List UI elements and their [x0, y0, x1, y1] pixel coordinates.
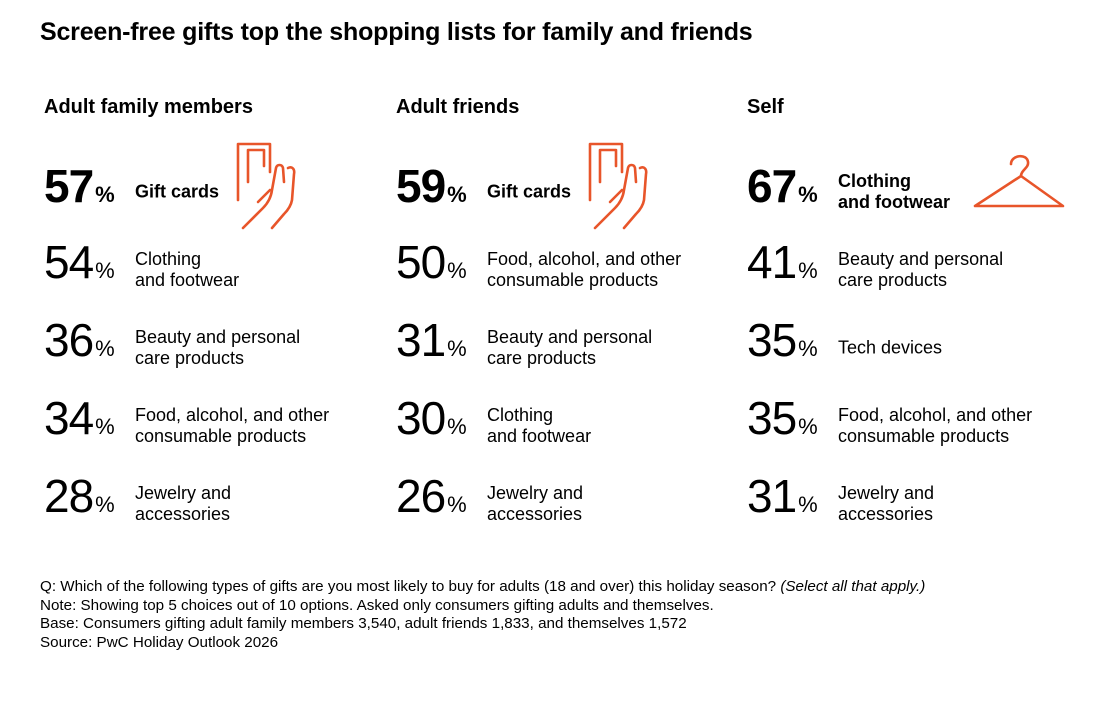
list-item: 41% Beauty and personal care products — [747, 239, 1087, 300]
column-heading: Adult friends — [396, 96, 520, 118]
percent-sign: % — [798, 414, 818, 439]
percent-sign: % — [798, 336, 818, 361]
value-number: 35 — [747, 314, 797, 366]
value-number: 35 — [747, 392, 797, 444]
list-item: 34% Food, alcohol, and other consumable p… — [44, 395, 384, 456]
item-label: Clothing and footwear — [838, 171, 951, 212]
percent-value: 31% — [396, 317, 467, 372]
value-number: 59 — [396, 160, 446, 212]
note-text: Note: Showing top 5 choices out of 10 op… — [40, 596, 714, 614]
list-item: 54% Clothing and footwear — [44, 239, 384, 300]
value-number: 30 — [396, 392, 446, 444]
item-label: Tech devices — [838, 337, 943, 358]
value-number: 31 — [747, 470, 797, 522]
list-item: 57% Gift cards — [44, 160, 384, 224]
list-item: 59% Gift cards — [396, 160, 736, 224]
item-label: Gift cards — [487, 181, 572, 202]
percent-sign: % — [798, 258, 818, 283]
item-label: Clothing and footwear — [487, 405, 592, 446]
list-item: 50% Food, alcohol, and other consumable p… — [396, 239, 736, 300]
chart-title: Screen-free gifts top the shopping lists… — [40, 18, 753, 46]
item-label: Jewelry and accessories — [135, 483, 232, 524]
percent-sign: % — [95, 336, 115, 361]
percent-sign: % — [95, 182, 115, 207]
list-item: 36% Beauty and personal care products — [44, 317, 384, 378]
item-label: Food, alcohol, and other consumable prod… — [135, 405, 330, 446]
percent-value: 57% — [44, 163, 115, 218]
clothes-hanger-icon — [971, 150, 1067, 217]
percent-sign: % — [447, 336, 467, 361]
gift-card-hand-icon — [588, 142, 648, 239]
list-item: 31% Beauty and personal care products — [396, 317, 736, 378]
question-instruction: (Select all that apply.) — [780, 578, 926, 595]
question-text: Q: Which of the following types of gifts… — [40, 578, 777, 595]
item-label: Gift cards — [135, 181, 220, 202]
column-1: Adult friends 59% Gift cards 50% Food, alcoh… — [392, 0, 737, 560]
percent-value: 41% — [747, 239, 818, 294]
column-heading: Self — [747, 96, 784, 118]
percent-sign: % — [95, 492, 115, 517]
percent-sign: % — [95, 414, 115, 439]
source-text: Source: PwC Holiday Outlook 2026 — [40, 633, 279, 651]
percent-value: 59% — [396, 163, 467, 218]
percent-value: 35% — [747, 395, 818, 450]
footnotes: Q: Which of the following types of gifts… — [40, 578, 925, 652]
percent-sign: % — [447, 258, 467, 283]
percent-sign: % — [447, 414, 467, 439]
value-number: 67 — [747, 160, 797, 212]
column-0: Adult family members 57% Gift cards 54% Clot… — [40, 0, 385, 560]
percent-value: 36% — [44, 317, 115, 372]
percent-value: 35% — [747, 317, 818, 372]
item-label: Food, alcohol, and other consumable prod… — [487, 249, 682, 290]
list-item: 30% Clothing and footwear — [396, 395, 736, 456]
value-number: 50 — [396, 236, 446, 288]
percent-value: 54% — [44, 239, 115, 294]
item-label: Clothing and footwear — [135, 249, 240, 290]
value-number: 54 — [44, 236, 94, 288]
gift-card-hand-icon — [236, 142, 296, 239]
percent-value: 31% — [747, 473, 818, 528]
list-item: 35% Tech devices — [747, 317, 1087, 378]
percent-value: 28% — [44, 473, 115, 528]
percent-sign: % — [798, 182, 818, 207]
list-item: 35% Food, alcohol, and other consumable p… — [747, 395, 1087, 456]
item-label: Jewelry and accessories — [838, 483, 935, 524]
value-number: 26 — [396, 470, 446, 522]
percent-value: 30% — [396, 395, 467, 450]
percent-value: 26% — [396, 473, 467, 528]
base-text: Base: Consumers gifting adult family mem… — [40, 615, 687, 632]
value-number: 31 — [396, 314, 446, 366]
column-heading: Adult family members — [44, 96, 253, 118]
list-item: 67% Clothing and footwear — [747, 160, 1087, 224]
percent-sign: % — [95, 258, 115, 283]
value-number: 36 — [44, 314, 94, 366]
item-label: Beauty and personal care products — [135, 327, 301, 368]
value-number: 34 — [44, 392, 94, 444]
item-label: Beauty and personal care products — [838, 249, 1004, 290]
percent-sign: % — [447, 492, 467, 517]
list-item: 28% Jewelry and accessories — [44, 473, 384, 534]
percent-value: 34% — [44, 395, 115, 450]
item-label: Beauty and personal care products — [487, 327, 653, 368]
column-2: Self 67% Clothing and footwear 41% Beauty an… — [743, 0, 1088, 560]
item-label: Jewelry and accessories — [487, 483, 584, 524]
value-number: 28 — [44, 470, 94, 522]
item-label: Food, alcohol, and other consumable prod… — [838, 405, 1033, 446]
percent-value: 50% — [396, 239, 467, 294]
percent-sign: % — [798, 492, 818, 517]
question-note: Q: Which of the following types of gifts… — [40, 578, 925, 597]
list-item: 26% Jewelry and accessories — [396, 473, 736, 534]
value-number: 57 — [44, 160, 94, 212]
list-item: 31% Jewelry and accessories — [747, 473, 1087, 534]
percent-sign: % — [447, 182, 467, 207]
percent-value: 67% — [747, 163, 818, 218]
value-number: 41 — [747, 236, 797, 288]
